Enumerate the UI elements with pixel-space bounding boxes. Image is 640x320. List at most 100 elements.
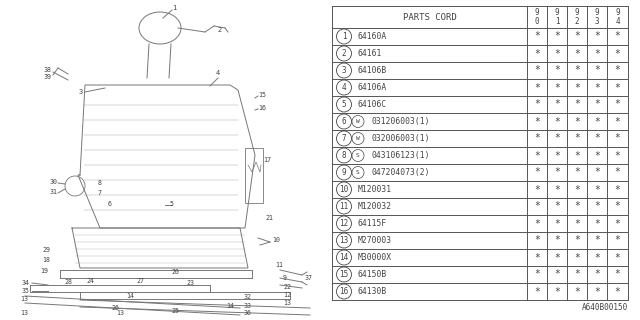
- Text: *: *: [574, 49, 580, 59]
- Text: 26: 26: [111, 305, 119, 311]
- Text: *: *: [534, 219, 540, 228]
- Text: 33: 33: [244, 303, 252, 309]
- Text: 10: 10: [339, 185, 349, 194]
- Text: *: *: [554, 185, 560, 195]
- Text: 11: 11: [339, 202, 349, 211]
- Text: 64160A: 64160A: [358, 32, 387, 41]
- Text: *: *: [554, 83, 560, 92]
- Text: *: *: [614, 133, 620, 143]
- Text: 30: 30: [50, 179, 58, 185]
- Text: *: *: [534, 116, 540, 126]
- Text: *: *: [554, 66, 560, 76]
- Text: *: *: [534, 236, 540, 245]
- Text: *: *: [594, 202, 600, 212]
- Text: 39: 39: [44, 74, 52, 80]
- Text: *: *: [614, 202, 620, 212]
- Text: 31: 31: [50, 189, 58, 195]
- Text: 7: 7: [342, 134, 346, 143]
- Text: 13: 13: [20, 296, 28, 302]
- Text: *: *: [594, 269, 600, 279]
- Text: 5: 5: [342, 100, 346, 109]
- Text: 34: 34: [22, 280, 30, 286]
- Text: 9
2: 9 2: [575, 8, 579, 26]
- Text: 19: 19: [40, 268, 48, 274]
- Text: *: *: [554, 167, 560, 178]
- Text: *: *: [554, 202, 560, 212]
- Text: *: *: [574, 286, 580, 297]
- Text: *: *: [614, 49, 620, 59]
- Text: *: *: [534, 252, 540, 262]
- Text: 20: 20: [171, 269, 179, 275]
- Text: *: *: [534, 31, 540, 42]
- Text: 13: 13: [20, 310, 28, 316]
- Text: *: *: [594, 286, 600, 297]
- Text: *: *: [574, 167, 580, 178]
- Text: *: *: [534, 185, 540, 195]
- Text: 9
1: 9 1: [555, 8, 559, 26]
- Text: *: *: [534, 49, 540, 59]
- Text: *: *: [594, 133, 600, 143]
- Text: 13: 13: [339, 236, 349, 245]
- Text: 15: 15: [339, 270, 349, 279]
- Text: 18: 18: [42, 257, 50, 263]
- Text: 9
3: 9 3: [595, 8, 599, 26]
- Text: *: *: [534, 150, 540, 161]
- Text: *: *: [574, 116, 580, 126]
- Text: *: *: [614, 167, 620, 178]
- Text: *: *: [574, 252, 580, 262]
- Text: 3: 3: [79, 89, 83, 95]
- Text: 27: 27: [136, 278, 144, 284]
- Text: *: *: [594, 100, 600, 109]
- Text: 9: 9: [342, 168, 346, 177]
- Text: *: *: [614, 252, 620, 262]
- Text: *: *: [594, 219, 600, 228]
- Text: *: *: [574, 269, 580, 279]
- Text: *: *: [574, 133, 580, 143]
- Text: 28: 28: [64, 279, 72, 285]
- Text: *: *: [574, 236, 580, 245]
- Text: *: *: [534, 202, 540, 212]
- Text: *: *: [594, 83, 600, 92]
- Text: A640B00150: A640B00150: [582, 303, 628, 312]
- Text: *: *: [554, 236, 560, 245]
- Text: *: *: [574, 202, 580, 212]
- Text: 1: 1: [342, 32, 346, 41]
- Text: 64150B: 64150B: [358, 270, 387, 279]
- Text: 14: 14: [126, 293, 134, 299]
- Text: *: *: [594, 167, 600, 178]
- Text: 12: 12: [283, 292, 291, 298]
- Text: *: *: [554, 31, 560, 42]
- Text: *: *: [614, 185, 620, 195]
- Text: *: *: [534, 83, 540, 92]
- Text: *: *: [614, 31, 620, 42]
- Text: 36: 36: [244, 310, 252, 316]
- Text: 23: 23: [186, 280, 194, 286]
- Text: *: *: [534, 167, 540, 178]
- Text: *: *: [614, 150, 620, 161]
- Text: 2: 2: [218, 27, 222, 33]
- Text: *: *: [594, 49, 600, 59]
- Text: *: *: [594, 150, 600, 161]
- Text: *: *: [614, 286, 620, 297]
- Text: 64115F: 64115F: [358, 219, 387, 228]
- Text: 9
4: 9 4: [615, 8, 620, 26]
- Text: 4: 4: [216, 70, 220, 76]
- Text: *: *: [574, 219, 580, 228]
- Text: 13: 13: [283, 300, 291, 306]
- Text: *: *: [554, 133, 560, 143]
- Text: 38: 38: [44, 67, 52, 73]
- Bar: [245, 148, 263, 203]
- Text: *: *: [534, 66, 540, 76]
- Text: 14: 14: [226, 303, 234, 309]
- Text: 8: 8: [342, 151, 346, 160]
- Text: 6: 6: [108, 201, 112, 207]
- Text: 37: 37: [305, 275, 313, 281]
- Text: *: *: [534, 286, 540, 297]
- Text: W: W: [356, 136, 360, 141]
- Text: 031206003(1): 031206003(1): [371, 117, 429, 126]
- Text: 13: 13: [116, 310, 124, 316]
- Text: 6: 6: [342, 117, 346, 126]
- Text: *: *: [594, 236, 600, 245]
- Text: *: *: [554, 116, 560, 126]
- Text: *: *: [594, 31, 600, 42]
